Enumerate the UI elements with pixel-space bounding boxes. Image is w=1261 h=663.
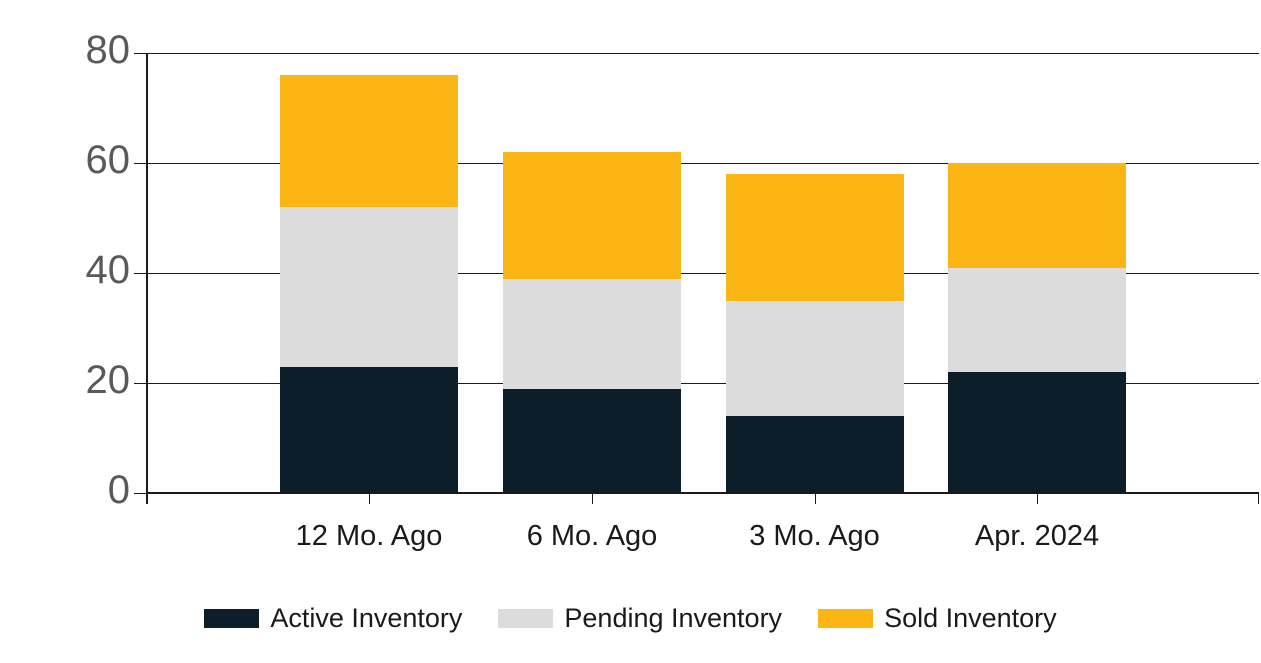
y-tick-label: 40 [85, 248, 131, 292]
x-category-label: 3 Mo. Ago [749, 520, 880, 552]
legend-label: Active Inventory [270, 603, 463, 633]
y-tick-label: 20 [85, 358, 131, 402]
x-tick-mark [592, 493, 593, 504]
y-tick-label: 0 [107, 468, 130, 512]
y-tick-mark [134, 493, 146, 494]
gridline [134, 383, 1259, 384]
bar-segment [725, 416, 904, 493]
x-axis-line [146, 492, 1259, 494]
x-tick-mark [1037, 493, 1038, 504]
legend-swatch [818, 609, 874, 628]
legend-swatch [498, 609, 554, 628]
legend-item: Pending Inventory [498, 602, 782, 635]
legend: Active Inventory Pending Inventory Sold In… [0, 602, 1261, 635]
bar-segment [503, 278, 681, 389]
gridline [134, 163, 1259, 164]
bar-segment [280, 366, 458, 493]
bar-segment [503, 152, 681, 279]
gridline [134, 53, 1259, 54]
gridline [134, 273, 1259, 274]
bar-segment [948, 267, 1126, 372]
x-category-label: Apr. 2024 [974, 520, 1100, 552]
legend-swatch [204, 609, 260, 628]
legend-item: Active Inventory [204, 602, 462, 635]
stacked-bar [280, 75, 458, 493]
y-tick-label: 80 [85, 28, 131, 72]
bar-segment [280, 75, 458, 207]
bar-segment [503, 388, 681, 493]
bar-segment [280, 207, 458, 367]
legend-label: Sold Inventory [884, 603, 1057, 633]
stacked-bar [503, 152, 681, 493]
stacked-bar [948, 163, 1126, 493]
x-tick-mark [1258, 493, 1259, 504]
legend-item: Sold Inventory [818, 602, 1057, 635]
legend-label: Pending Inventory [564, 603, 783, 633]
x-category-label: 12 Mo. Ago [295, 520, 443, 552]
bar-segment [725, 300, 904, 416]
bar-segment [948, 372, 1126, 493]
x-tick-mark [815, 493, 816, 504]
bar-segment [948, 163, 1126, 268]
x-tick-mark [369, 493, 370, 504]
y-tick-label: 60 [85, 138, 131, 182]
stacked-bar [725, 174, 904, 493]
y-axis-line [146, 53, 148, 504]
x-category-label: 6 Mo. Ago [526, 520, 658, 552]
bar-segment [725, 174, 904, 301]
